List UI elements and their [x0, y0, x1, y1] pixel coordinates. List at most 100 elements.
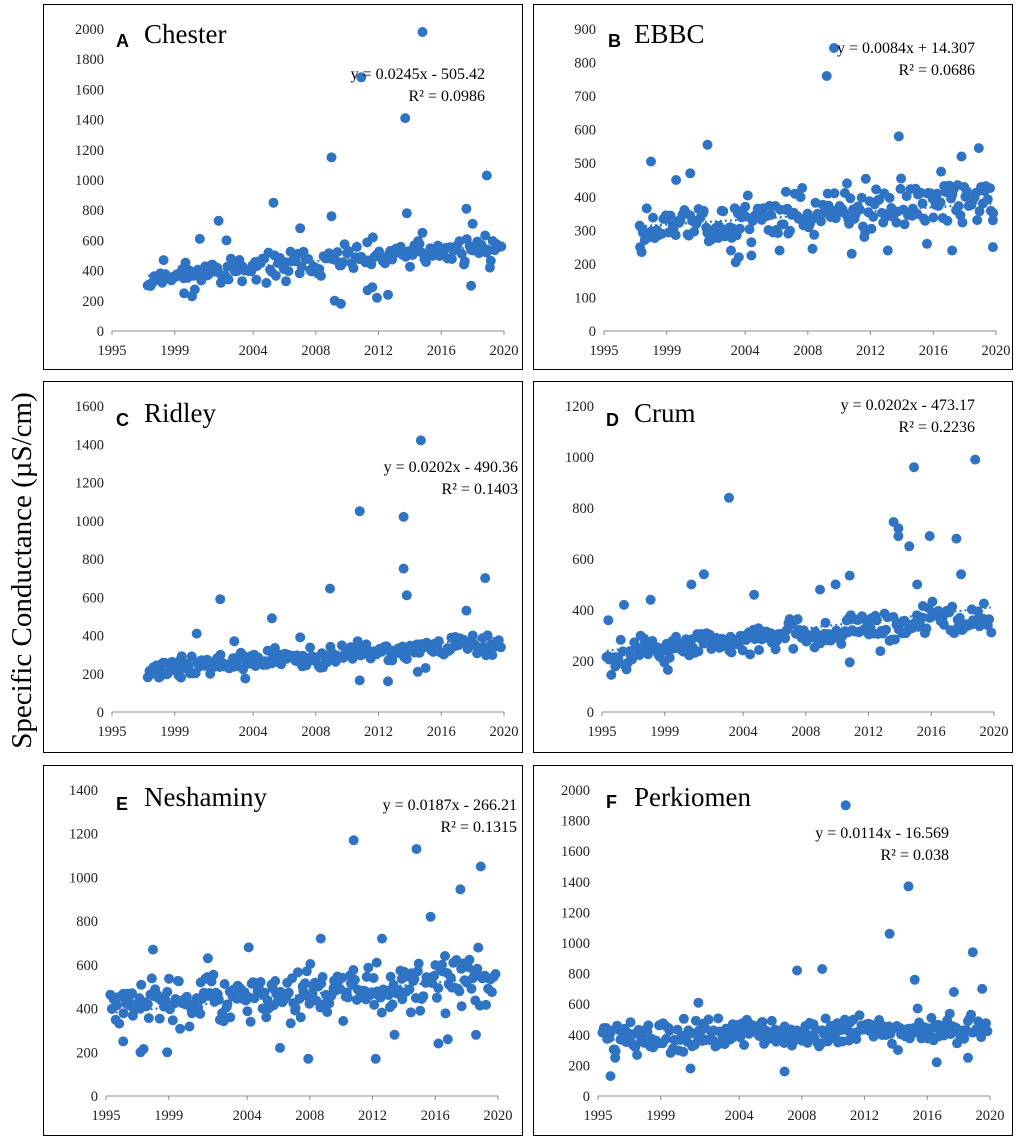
data-point [987, 215, 998, 226]
x-tick-label: 2008 [301, 343, 330, 359]
y-tick-label: 200 [82, 294, 104, 310]
r-squared: R² = 0.1403 [442, 481, 519, 498]
trendline [110, 975, 495, 1015]
data-point [418, 991, 429, 1002]
data-point [440, 1008, 451, 1019]
data-point [982, 194, 993, 205]
data-point [917, 198, 928, 209]
data-point [702, 139, 713, 150]
data-point [461, 203, 472, 214]
data-point [745, 649, 756, 660]
data-point [770, 644, 781, 655]
x-tick-label: 1995 [588, 724, 617, 740]
data-point [404, 984, 415, 995]
data-point [792, 965, 803, 976]
y-tick-label: 0 [583, 1089, 590, 1105]
data-point [303, 1053, 314, 1064]
data-point [963, 1052, 973, 1063]
data-point [754, 645, 764, 655]
data-point [466, 983, 477, 994]
data-point [487, 650, 498, 660]
data-point [413, 958, 424, 969]
x-tick-label: 2012 [854, 724, 883, 740]
y-tick-label: 200 [76, 1045, 98, 1061]
data-point [383, 676, 393, 687]
data-point [830, 579, 841, 590]
data-point [854, 204, 865, 215]
data-point [988, 208, 999, 219]
data-point [142, 999, 153, 1010]
y-tick-label: 1200 [561, 905, 590, 921]
trend-equation: y = 0.0114x - 16.569 [815, 825, 949, 842]
data-point [348, 263, 359, 274]
data-point [225, 1012, 236, 1023]
data-point [158, 255, 169, 266]
data-point [455, 884, 466, 895]
x-tick-label: 2012 [364, 724, 393, 740]
data-point [893, 531, 904, 542]
x-tick-label: 1995 [92, 1108, 121, 1124]
r-squared: R² = 0.2236 [899, 419, 976, 436]
panel-title: Neshaminy [144, 782, 267, 812]
data-point [636, 247, 647, 258]
data-point [480, 573, 491, 584]
data-point [315, 933, 326, 944]
y-tick-label: 900 [574, 22, 596, 38]
data-point [724, 492, 734, 503]
data-point [954, 612, 965, 623]
x-tick-label: 2012 [850, 1108, 879, 1124]
data-point [179, 288, 190, 299]
data-point [283, 266, 294, 277]
y-tick-label: 1200 [69, 827, 98, 843]
y-tick-label: 600 [82, 590, 104, 606]
y-tick-label: 600 [572, 552, 594, 568]
data-point [461, 605, 472, 616]
data-point [162, 986, 173, 997]
data-point [844, 570, 855, 581]
data-point [816, 216, 826, 227]
y-tick-label: 0 [587, 705, 594, 721]
x-tick-label: 2004 [239, 724, 269, 740]
data-point [882, 245, 893, 256]
data-point [295, 632, 306, 643]
y-tick-label: 0 [97, 705, 104, 721]
data-point [685, 1063, 696, 1074]
data-point [893, 131, 904, 142]
data-point [405, 261, 415, 272]
data-point [377, 933, 387, 944]
data-point [412, 966, 423, 977]
data-point [194, 233, 205, 244]
data-point [846, 248, 857, 259]
data-point [363, 962, 374, 973]
y-tick-label: 1000 [75, 173, 104, 189]
y-tick-label: 1200 [75, 476, 104, 492]
legend-marker [829, 43, 839, 53]
panel-neshaminy: 0 200 400 600 800 1000 1200 1400 1995 1999 2004 200… [43, 765, 523, 1136]
data-point [884, 192, 895, 203]
data-point [671, 175, 682, 185]
x-tick-label: 2020 [980, 724, 1009, 740]
data-point [606, 669, 617, 680]
data-point [446, 254, 457, 264]
data-point [703, 1014, 714, 1025]
data-point [215, 649, 226, 660]
data-point [924, 531, 935, 542]
data-point [368, 973, 379, 983]
data-point [625, 1017, 636, 1028]
data-point [746, 250, 757, 261]
y-tick-label: 100 [574, 290, 596, 306]
data-point [467, 630, 478, 641]
data-point [780, 633, 791, 644]
panel-letter: E [116, 794, 128, 814]
data-point [261, 278, 272, 288]
data-point [859, 232, 870, 242]
data-point [440, 951, 450, 961]
data-point [641, 203, 652, 214]
data-point [219, 979, 230, 989]
data-point [661, 1033, 672, 1044]
data-point [367, 232, 378, 243]
panel-letter: F [606, 792, 617, 812]
data-point [893, 523, 904, 534]
data-point [176, 672, 186, 683]
data-point [713, 1013, 724, 1024]
